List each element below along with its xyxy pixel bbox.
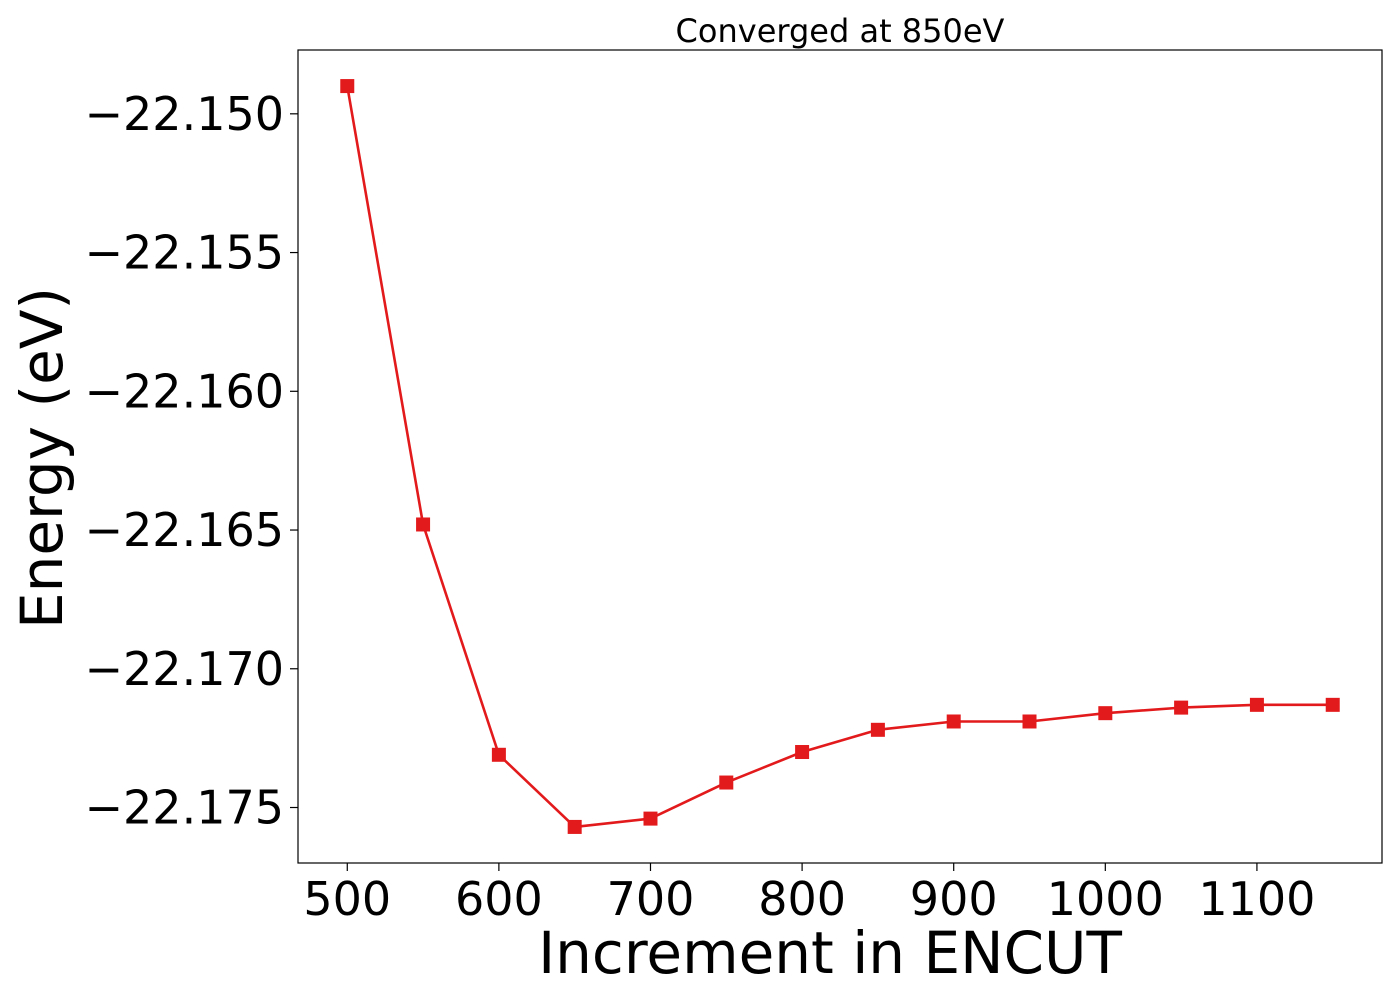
series-line (345, 85, 1333, 829)
x-tick-label: 500 (303, 872, 391, 926)
data-point (1325, 697, 1340, 712)
x-tick-label: 700 (607, 872, 695, 926)
y-tick-label: −22.160 (85, 364, 285, 418)
data-point (1022, 714, 1037, 729)
plot-area-frame (297, 49, 1383, 864)
x-tick-label: 900 (910, 872, 998, 926)
y-tick-label: −22.165 (85, 503, 285, 557)
data-point (719, 775, 734, 790)
y-axis-ticks: −22.150 −22.155 −22.160 −22.165 −22.170 −22.1… (85, 87, 298, 835)
data-point (870, 722, 885, 737)
x-tick-label: 1000 (1047, 872, 1164, 926)
y-tick-label: −22.170 (85, 642, 285, 696)
data-point (1174, 700, 1189, 715)
x-axis-label: Increment in ENCUT (538, 919, 1122, 987)
chart-title: Converged at 850eV (676, 12, 1005, 50)
x-tick-label: 800 (758, 872, 846, 926)
x-tick-label: 1100 (1198, 872, 1315, 926)
data-point (643, 811, 658, 826)
series-layer (340, 79, 1340, 834)
data-point (416, 517, 431, 532)
x-tick-label: 600 (455, 872, 543, 926)
data-point (1249, 697, 1264, 712)
y-tick-label: −22.175 (85, 781, 285, 835)
y-axis-label: Energy (eV) (8, 287, 76, 629)
x-axis-ticks: 500 600 700 800 900 1000 1100 (303, 863, 1315, 926)
y-tick-label: −22.155 (85, 226, 285, 280)
data-point (567, 819, 582, 834)
data-point (795, 745, 810, 760)
data-point (946, 714, 961, 729)
data-point (491, 747, 506, 762)
data-point (1098, 706, 1113, 721)
y-tick-label: −22.150 (85, 87, 285, 141)
data-point (340, 79, 355, 94)
